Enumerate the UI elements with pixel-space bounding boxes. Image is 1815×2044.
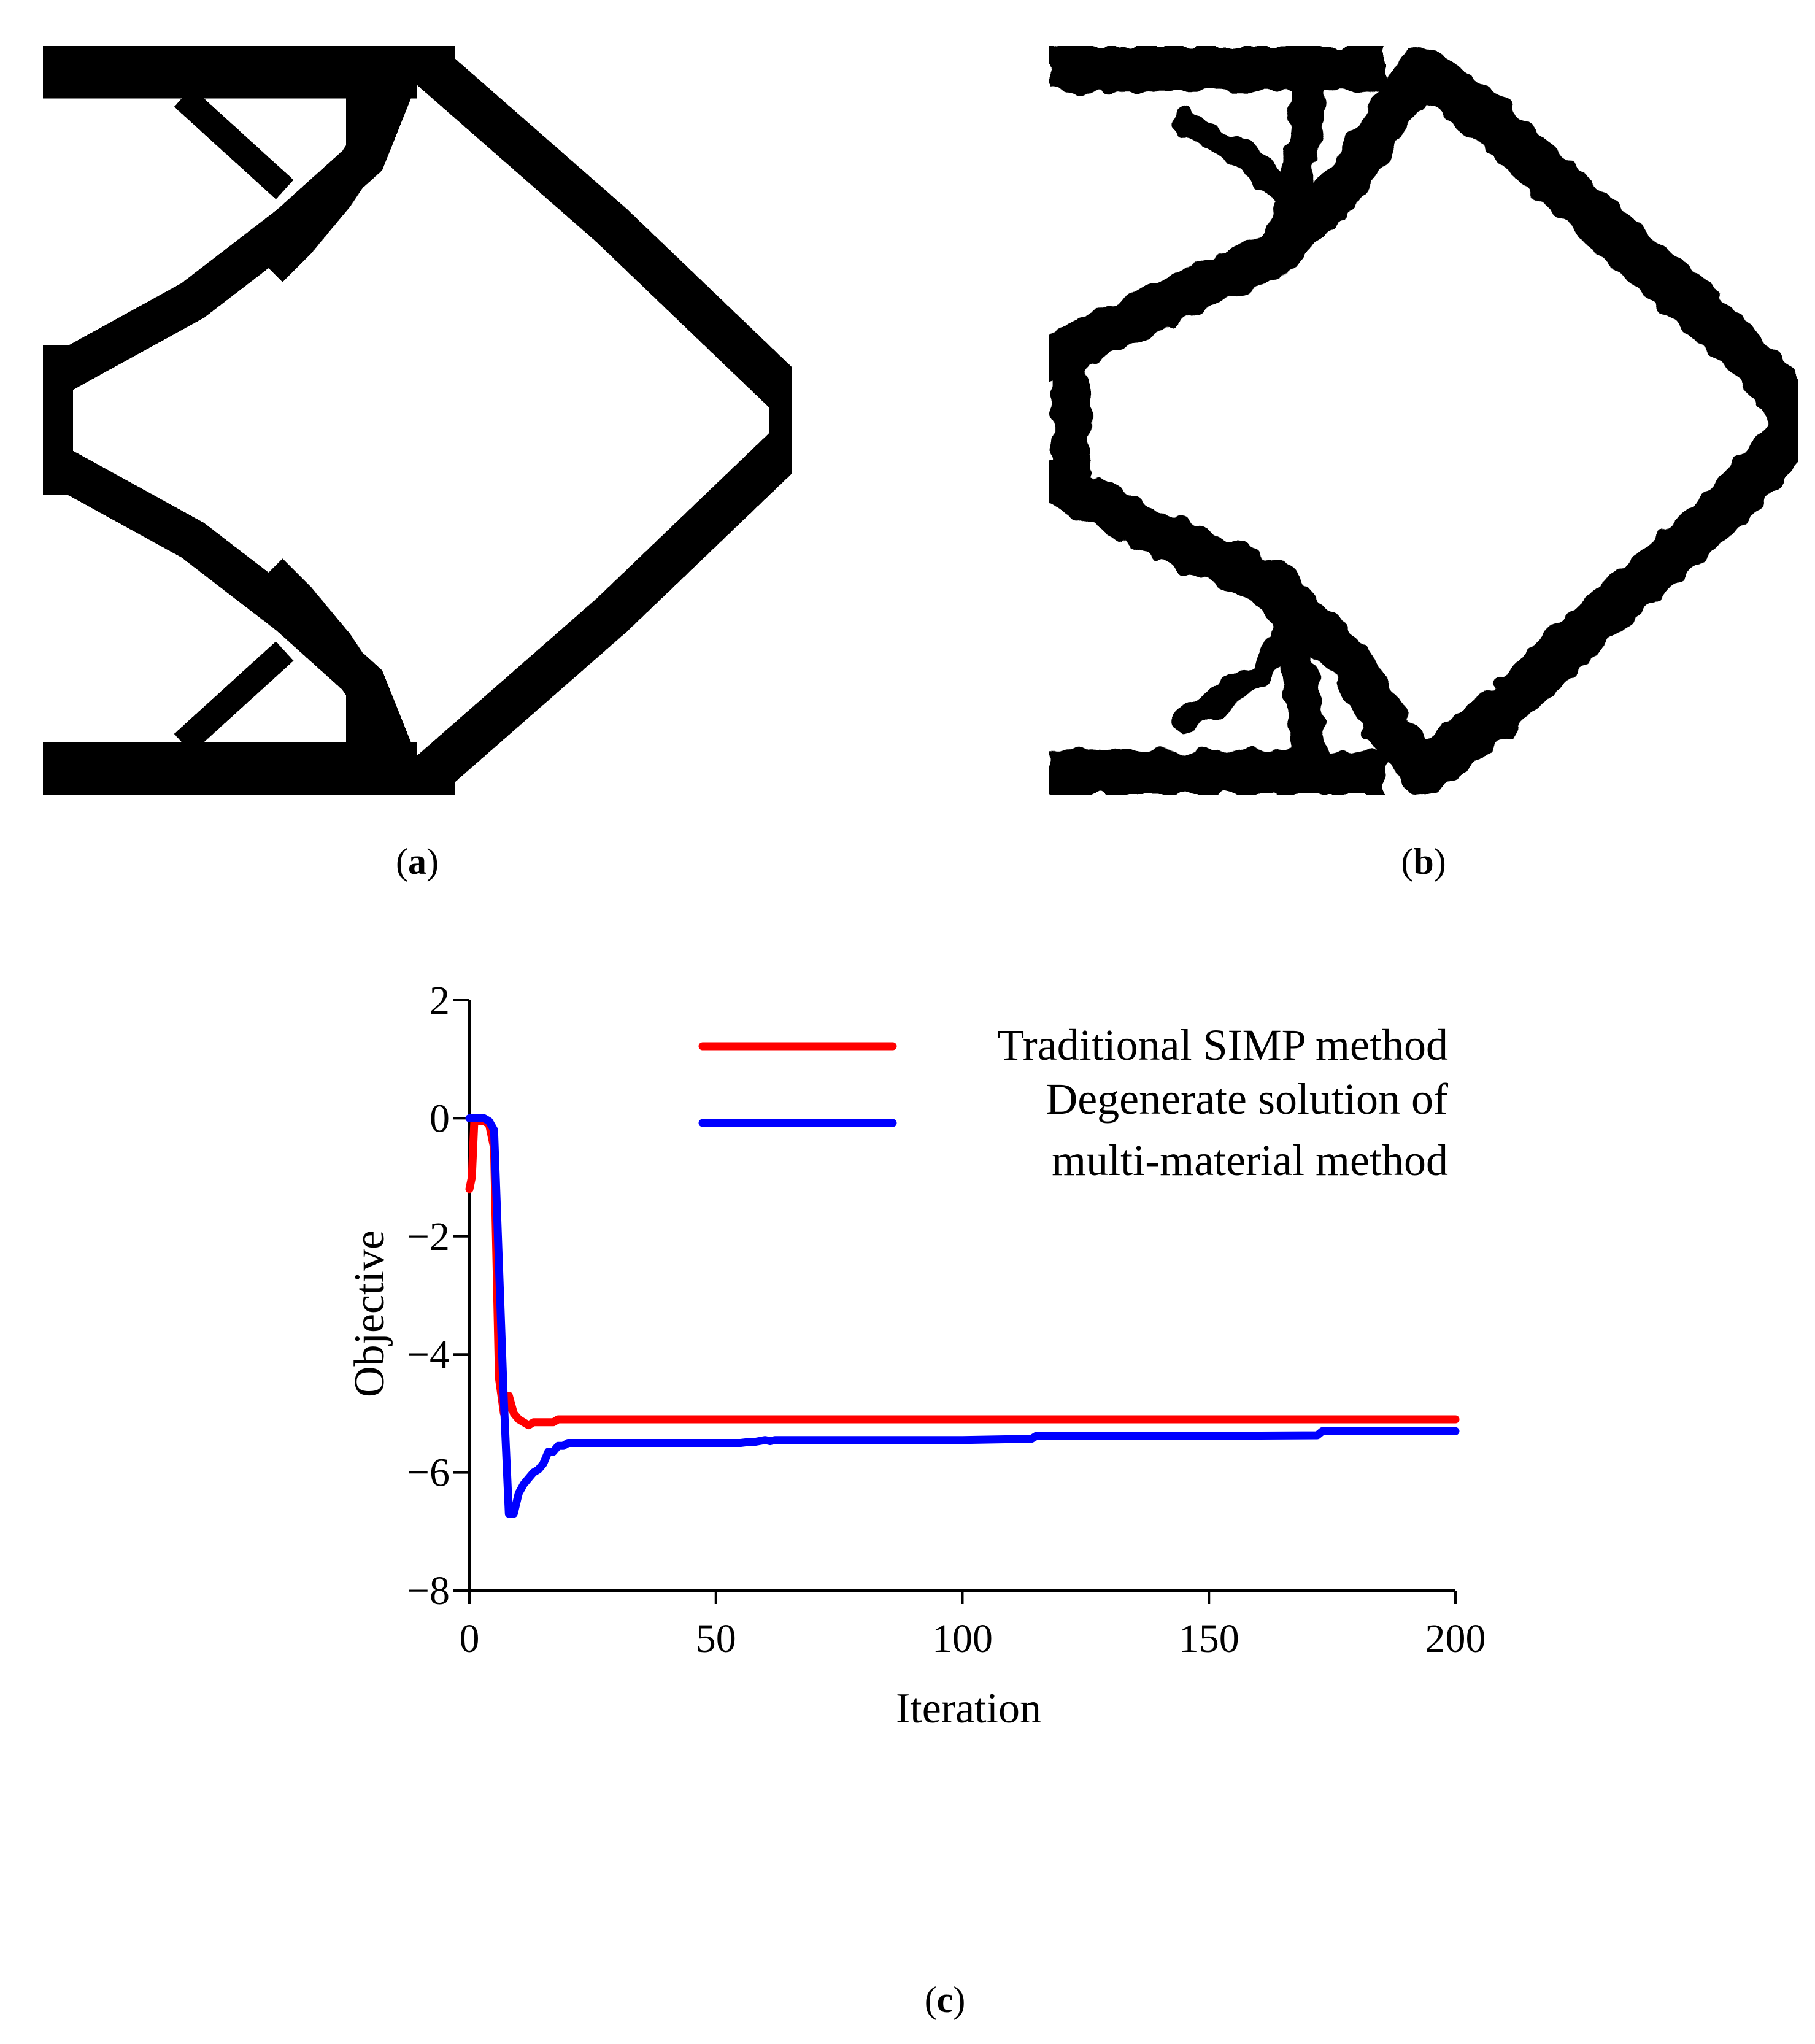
series-line-degenerate [465,1114,1460,1518]
objective-chart: 2 0 −2 −4 −6 −8 0 50 100 150 200 Iteration Objective… [0,957,1815,2041]
x-axis-label: Iteration [896,1685,1041,1732]
caption-b: (b) [1401,841,1446,882]
y-tick-label: −2 [407,1214,450,1259]
x-tick-label: 50 [696,1616,736,1661]
y-tick-label: −8 [407,1568,450,1613]
topology-image-b [1027,44,1815,797]
caption-c: (c) [924,1980,966,2020]
legend-label-degenerate: Degenerate solution of multi-material met… [1046,1074,1448,1185]
x-tick-label: 150 [1179,1616,1239,1661]
topology-image-a [15,36,814,804]
y-tick-label: 0 [430,1096,450,1141]
x-tick-label: 0 [460,1616,480,1661]
y-axis-label: Objective [346,1230,393,1397]
caption-a: (a) [396,841,439,882]
y-tick-label: −6 [407,1451,450,1495]
legend-label-simp: Traditional SIMP method [997,1020,1448,1070]
y-tick-label: 2 [430,978,450,1023]
x-tick-label: 200 [1425,1616,1486,1661]
y-tick-label: −4 [407,1332,450,1377]
x-tick-label: 100 [932,1616,993,1661]
